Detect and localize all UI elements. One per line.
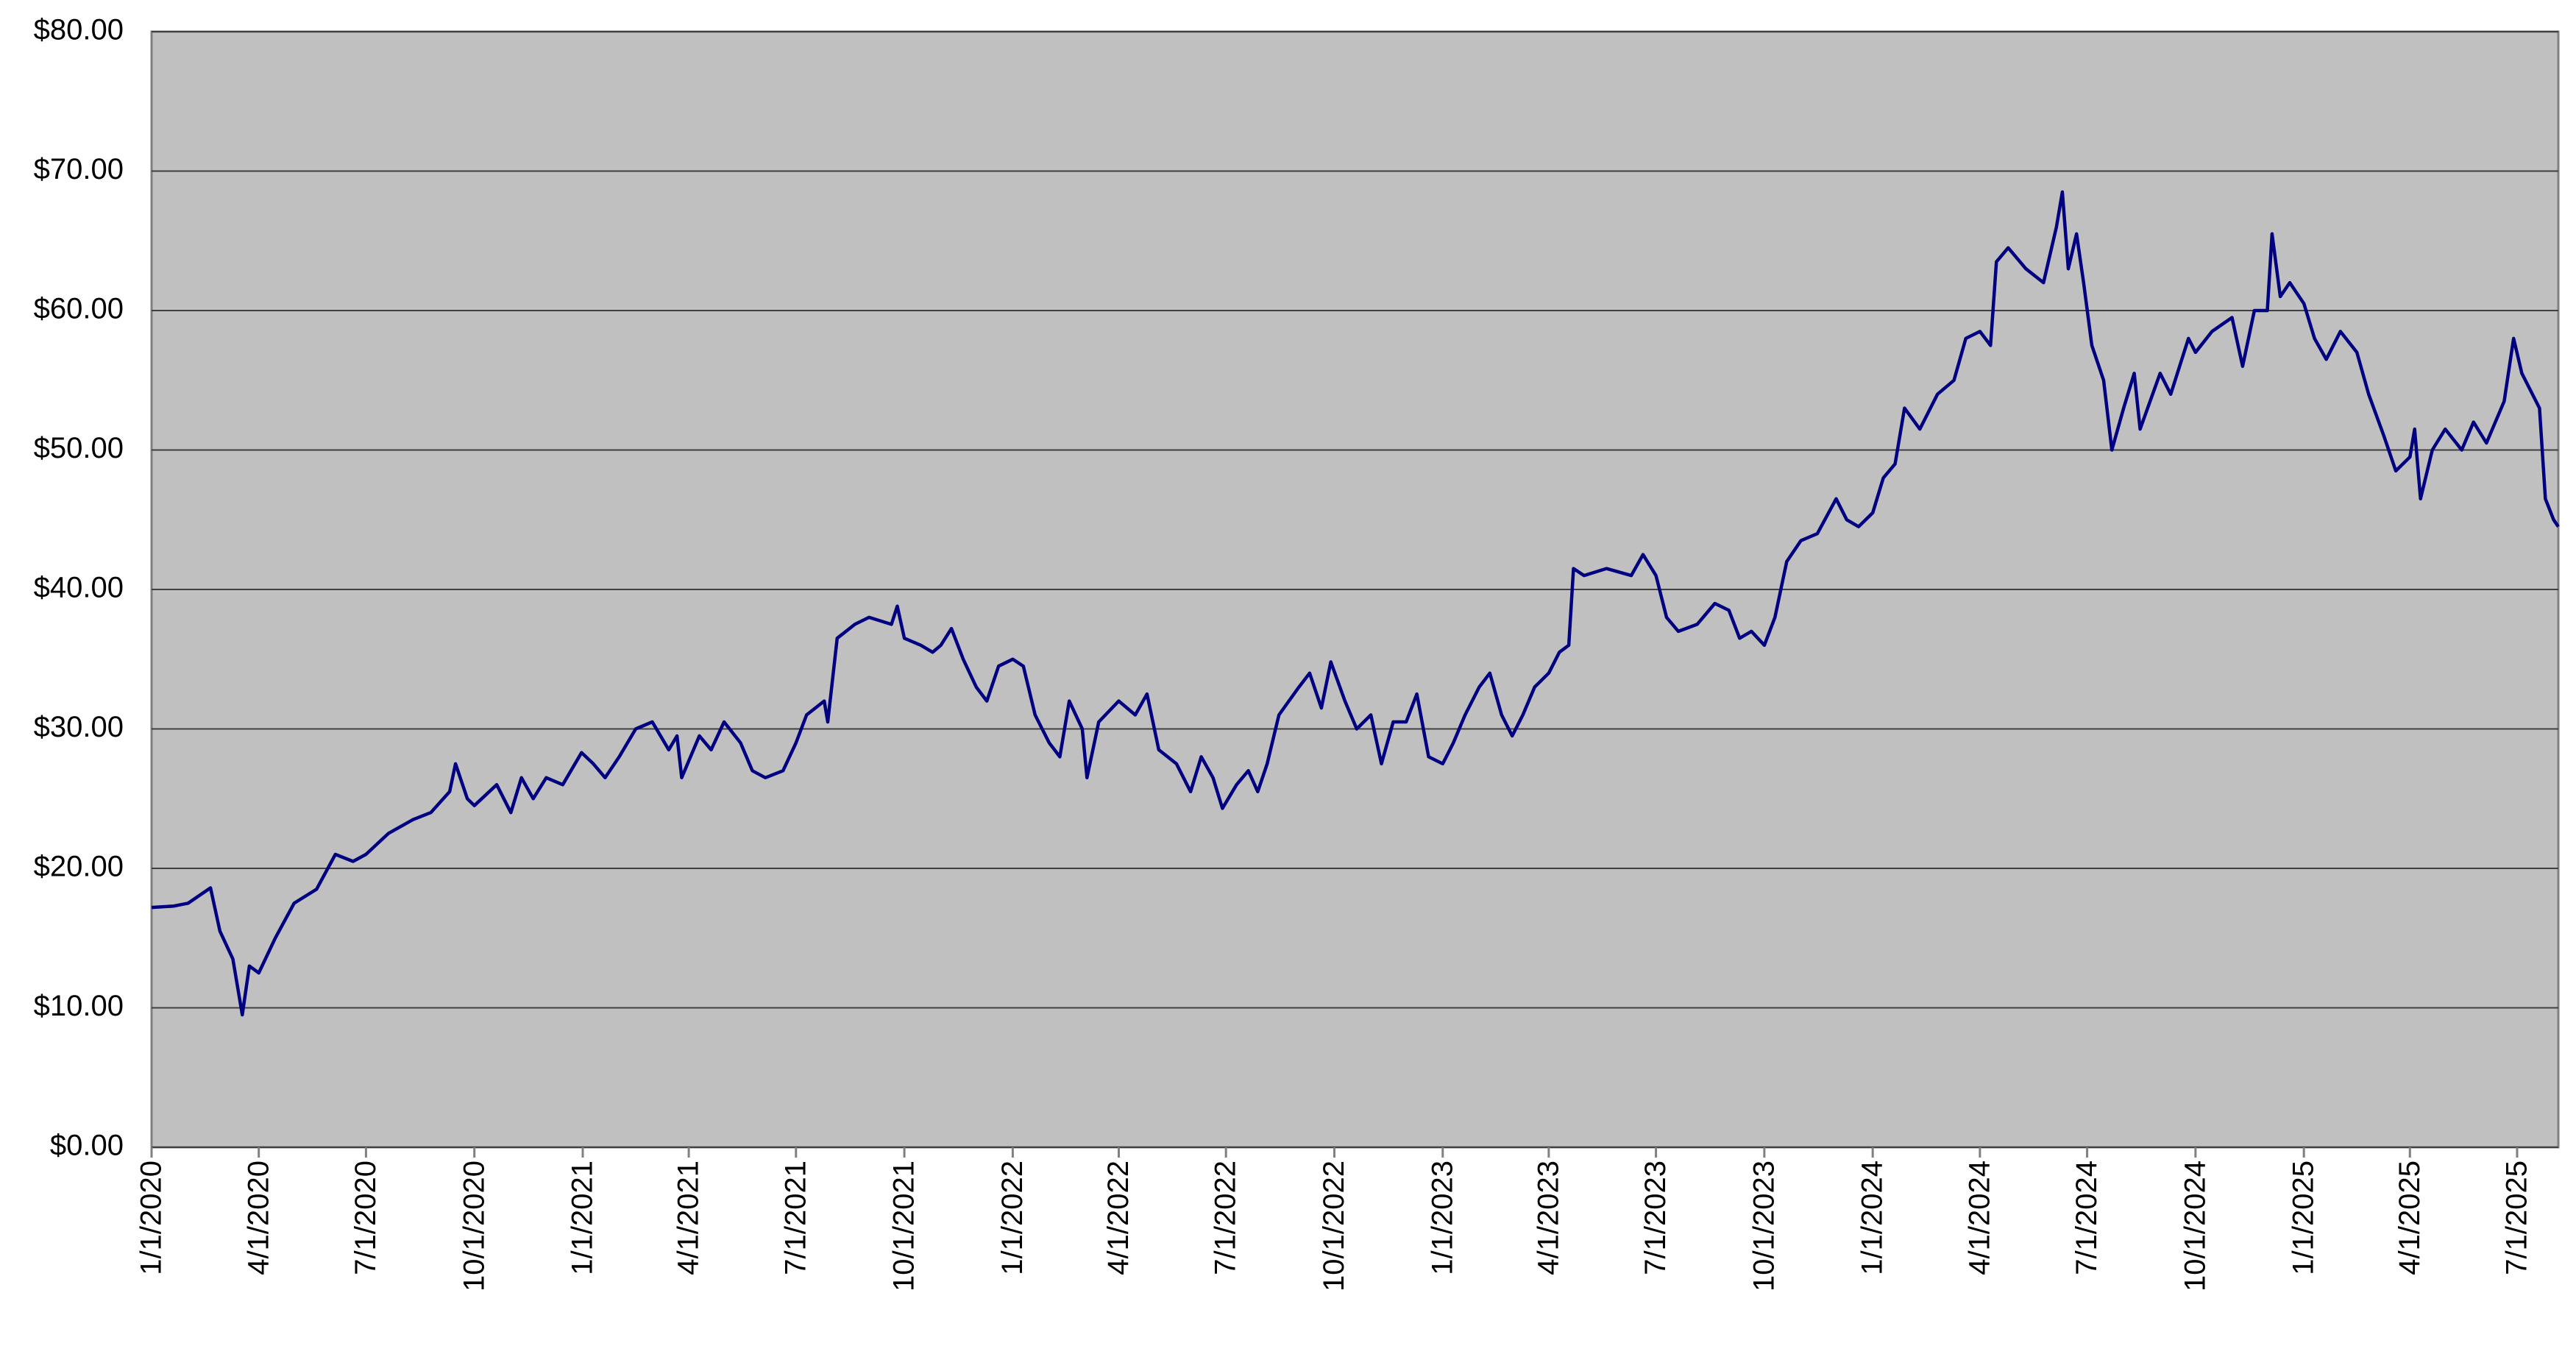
y-tick-label: $70.00: [34, 153, 124, 185]
x-tick-label: 7/1/2024: [2071, 1161, 2103, 1275]
x-tick-label: 10/1/2024: [2179, 1161, 2211, 1292]
x-tick-label: 1/1/2020: [135, 1161, 168, 1275]
x-tick-label: 7/1/2022: [1210, 1161, 1242, 1275]
x-tick-label: 10/1/2023: [1748, 1161, 1780, 1292]
x-tick-label: 7/1/2021: [779, 1161, 812, 1275]
x-tick-label: 4/1/2021: [673, 1161, 705, 1275]
y-tick-label: $80.00: [34, 14, 124, 46]
x-tick-label: 1/1/2024: [1856, 1161, 1889, 1275]
y-tick-label: $10.00: [34, 990, 124, 1022]
x-tick-label: 4/1/2020: [242, 1161, 274, 1275]
x-tick-label: 4/1/2022: [1102, 1161, 1135, 1275]
x-tick-label: 1/1/2023: [1426, 1161, 1458, 1275]
y-tick-label: $30.00: [34, 711, 124, 743]
x-tick-label: 10/1/2020: [458, 1161, 490, 1292]
price-line: [151, 190, 2560, 1017]
y-tick-label: $40.00: [34, 572, 124, 604]
x-tick-label: 1/1/2021: [567, 1161, 599, 1275]
x-tick-label: 4/1/2024: [1963, 1161, 1995, 1275]
x-tick-label: 1/1/2022: [996, 1161, 1029, 1275]
y-tick-label: $50.00: [34, 432, 124, 464]
y-tick-label: $0.00: [50, 1130, 124, 1162]
x-tick-label: 7/1/2020: [350, 1161, 382, 1275]
y-tick-label: $20.00: [34, 851, 124, 883]
x-tick-label: 7/1/2025: [2501, 1161, 2533, 1275]
x-tick-label: 10/1/2021: [888, 1161, 920, 1292]
x-tick-label: 7/1/2023: [1639, 1161, 1672, 1275]
x-tick-label: 4/1/2023: [1532, 1161, 1564, 1275]
x-tick-label: 1/1/2025: [2288, 1161, 2320, 1275]
x-tick-label: 10/1/2022: [1318, 1161, 1350, 1292]
x-tick-label: 4/1/2025: [2394, 1161, 2426, 1275]
y-tick-label: $60.00: [34, 293, 124, 325]
